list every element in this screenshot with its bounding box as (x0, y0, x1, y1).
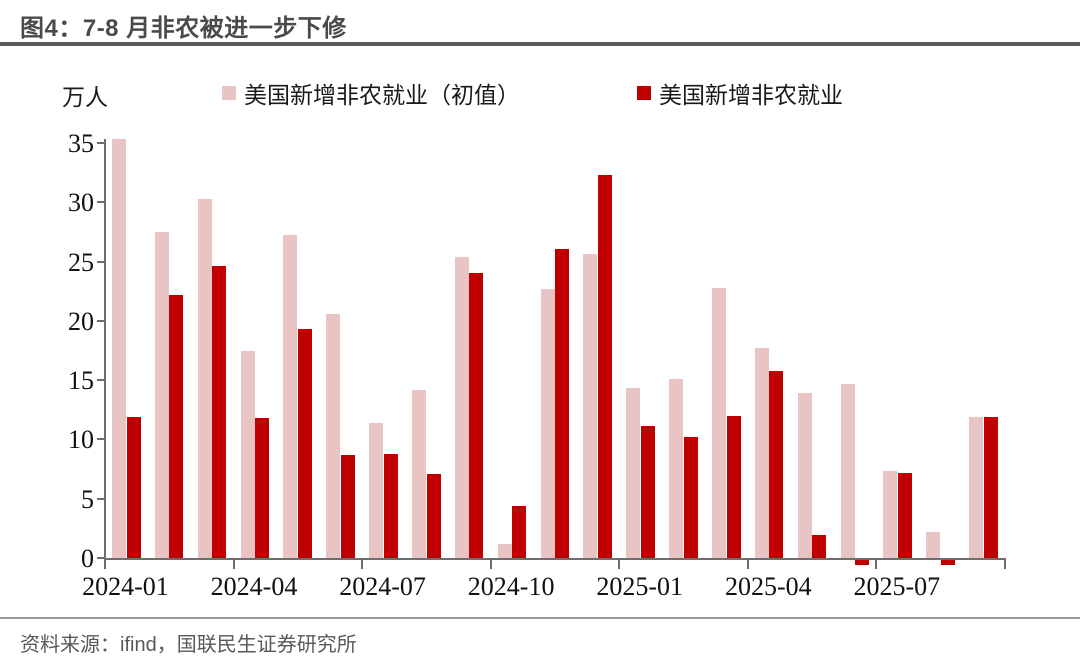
bar-revised-2024-02 (169, 294, 184, 558)
x-axis-tick (875, 560, 878, 569)
x-axis-tick-label: 2025-04 (724, 572, 812, 601)
x-axis-tick-label: 2025-01 (596, 572, 684, 601)
bar-initial-2025-01 (626, 388, 641, 558)
bar-initial-2024-01 (112, 139, 126, 558)
x-axis-tick-label: 2025-07 (853, 572, 941, 601)
bar-revised-2025-04 (769, 370, 784, 558)
bar-initial-2024-09 (454, 256, 469, 558)
source-divider (0, 617, 1080, 619)
y-axis-tick-label: 20 (68, 306, 94, 336)
legend-label-revised: 美国新增非农就业 (659, 83, 843, 108)
figure-title: 图4：7-8 月非农被进一步下修 (20, 15, 347, 42)
chart-legend: 美国新增非农就业（初值） 美国新增非农就业 (0, 76, 1080, 108)
bar-initial-2025-04 (754, 348, 769, 558)
bar-revised-2025-02 (683, 437, 698, 558)
y-axis-tick-label: 10 (68, 425, 94, 455)
x-axis-tick (1004, 560, 1006, 569)
bar-revised-2025-01 (640, 426, 655, 558)
bar-revised-2025-08 (940, 560, 955, 565)
bar-initial-2025-09 (969, 416, 984, 558)
legend-item-initial: 美国新增非农就业（初值） (222, 76, 520, 110)
y-axis-tick (97, 497, 104, 500)
y-axis-tick-label: 0 (81, 544, 94, 573)
y-axis-line (104, 139, 106, 560)
x-axis-tick (489, 560, 492, 569)
bar-initial-2024-12 (583, 254, 598, 558)
bar-revised-2024-08 (426, 473, 441, 558)
x-axis-tick (104, 560, 106, 569)
y-axis-tick (97, 379, 104, 382)
bar-initial-2024-03 (197, 198, 212, 558)
bar-revised-2024-07 (383, 453, 398, 558)
bar-revised-2024-04 (255, 418, 270, 558)
x-axis-tick-label: 2024-07 (339, 572, 426, 601)
bar-initial-2024-02 (154, 231, 169, 558)
y-axis-tick (97, 557, 104, 559)
x-axis-tick-label: 2024-10 (467, 572, 555, 601)
bar-initial-2025-06 (840, 383, 855, 558)
y-axis-tick-label: 25 (68, 247, 94, 277)
bar-initial-2024-11 (540, 288, 555, 558)
x-axis-tick (361, 560, 364, 569)
bar-initial-2024-06 (326, 313, 341, 558)
x-axis-line (104, 558, 1006, 560)
bar-initial-2024-05 (283, 235, 298, 558)
revised-series-swatch-icon (637, 86, 651, 100)
bar-revised-2024-01 (126, 416, 141, 558)
x-axis-tick (618, 560, 621, 569)
bar-revised-2025-07 (897, 472, 912, 558)
bar-initial-2025-07 (883, 471, 898, 558)
bar-revised-2025-05 (812, 535, 827, 558)
x-axis-tick-label: 2024-04 (210, 572, 298, 601)
bar-revised-2024-10 (512, 505, 527, 558)
x-axis-tick-label: 2024-01 (82, 572, 169, 601)
bar-revised-2024-03 (212, 266, 227, 558)
bar-initial-2025-05 (797, 393, 812, 558)
title-underline (0, 42, 1080, 46)
bar-revised-2025-09 (983, 416, 998, 558)
y-axis-tick-label: 35 (68, 129, 94, 158)
bar-revised-2025-03 (726, 415, 741, 558)
source-note: 资料来源：ifind，国联民生证券研究所 (20, 634, 357, 656)
bar-revised-2024-09 (469, 273, 484, 558)
bar-initial-2024-08 (412, 389, 426, 558)
bar-initial-2025-02 (669, 378, 684, 558)
bar-initial-2024-07 (369, 422, 384, 558)
y-axis-tick (97, 260, 104, 263)
y-axis-tick (97, 319, 104, 322)
y-axis-tick (97, 142, 104, 144)
y-axis-tick-label: 5 (81, 484, 94, 514)
bar-revised-2025-06 (855, 560, 870, 565)
x-axis-tick (746, 560, 749, 569)
bar-revised-2024-06 (340, 454, 355, 558)
bar-initial-2024-04 (240, 350, 255, 558)
bar-initial-2025-03 (712, 287, 726, 558)
bar-revised-2024-05 (297, 329, 312, 558)
bar-revised-2024-12 (597, 175, 612, 558)
x-axis-tick (232, 560, 235, 569)
legend-label-initial: 美国新增非农就业（初值） (244, 83, 520, 108)
y-axis-tick (97, 201, 104, 204)
y-axis-unit-label: 万人 (62, 85, 108, 110)
bar-revised-2024-11 (555, 248, 570, 558)
bar-initial-2025-08 (926, 531, 941, 558)
legend-item-revised: 美国新增非农就业 (637, 76, 843, 110)
y-axis-tick-label: 15 (68, 366, 94, 396)
y-axis-tick (97, 438, 104, 441)
initial-series-swatch-icon (222, 86, 236, 100)
y-axis-tick-label: 30 (68, 188, 94, 218)
bar-initial-2024-10 (497, 543, 512, 558)
